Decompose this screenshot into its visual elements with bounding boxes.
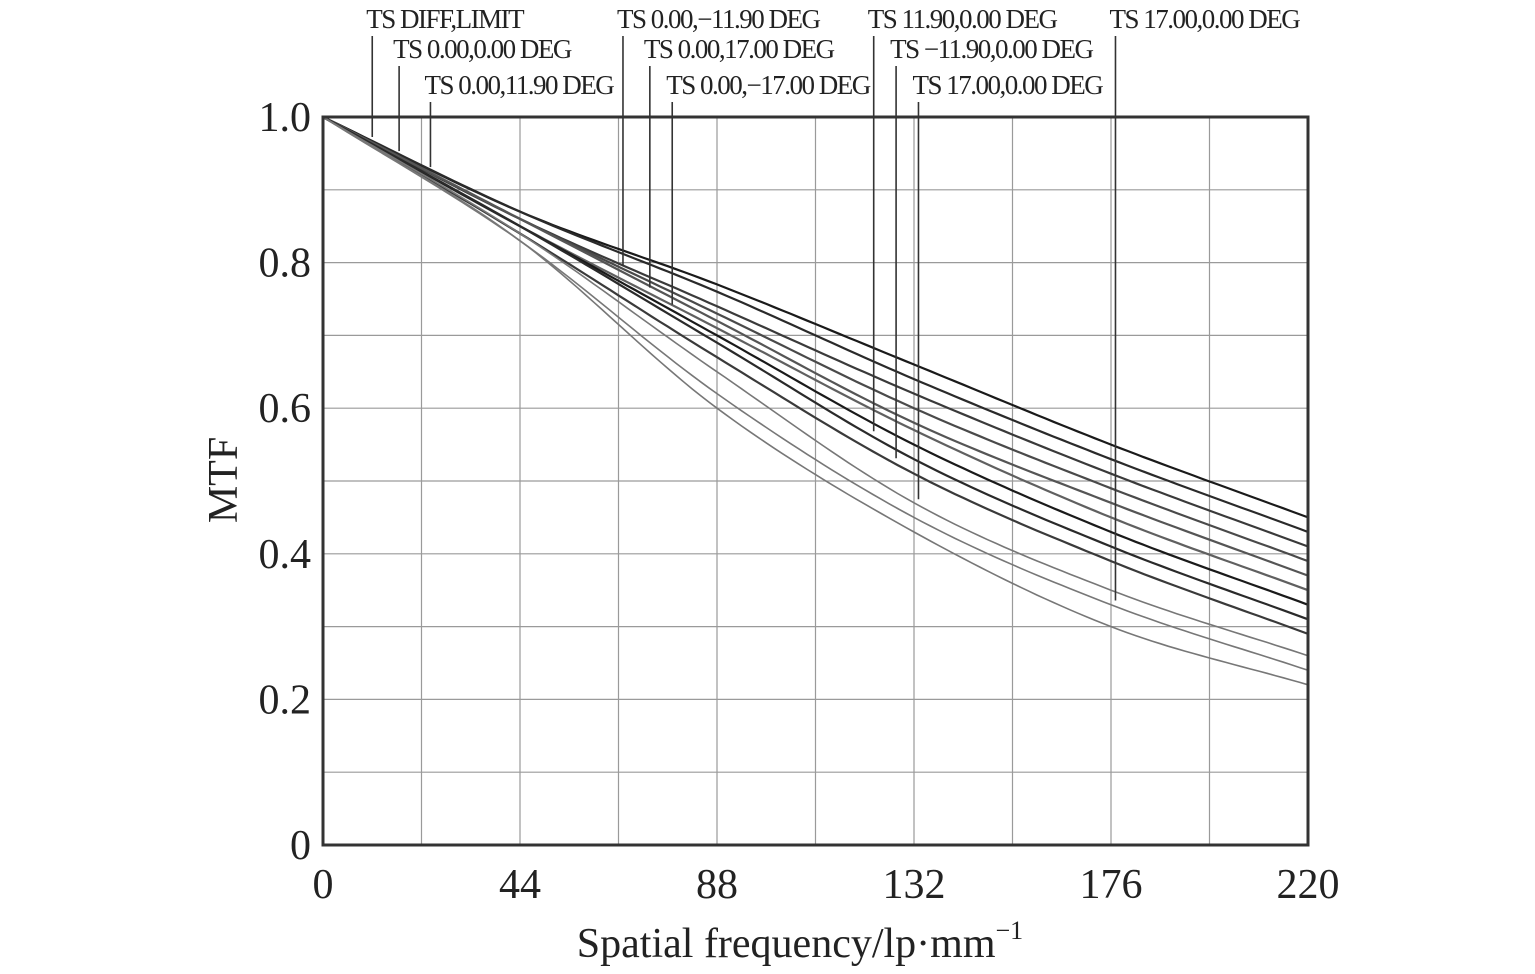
x-axis-title-superscript: −1	[996, 916, 1024, 945]
y-tick-label: 0.4	[259, 532, 312, 578]
x-axis-title-main: Spatial frequency/lp·mm	[577, 921, 996, 967]
series-label: TS 0.00,−17.00 DEG	[666, 70, 870, 100]
x-tick-labels: 0 44 88 132 176 220	[313, 862, 1340, 908]
y-tick-label: 0.8	[259, 241, 312, 287]
series-leader-lines	[371, 36, 1117, 601]
series-label: TS −11.90,0.00 DEG	[890, 34, 1093, 64]
series-label: TS 0.00,11.90 DEG	[424, 70, 614, 100]
series-lines	[322, 116, 1309, 686]
x-tick-label: 0	[313, 862, 334, 908]
x-tick-label: 132	[883, 862, 946, 908]
series-label: TS 17.00,0.00 DEG	[1109, 4, 1300, 34]
series-line	[322, 116, 1309, 534]
series-label: TS 0.00,−11.90 DEG	[617, 4, 820, 34]
y-tick-labels: 0 0.2 0.4 0.6 0.8 1.0	[259, 95, 312, 869]
y-axis-title: MTF	[201, 437, 247, 523]
x-tick-label: 220	[1277, 862, 1340, 908]
y-tick-label: 1.0	[259, 95, 312, 141]
x-axis-title: Spatial frequency/lp·mm−1	[577, 916, 1023, 967]
x-tick-label: 88	[696, 862, 738, 908]
y-tick-label: 0.6	[259, 386, 312, 432]
grid	[322, 116, 1309, 846]
plot-frame	[321, 115, 1310, 847]
series-label: TS 0.00,0.00 DEG	[393, 34, 572, 64]
x-tick-label: 44	[499, 862, 541, 908]
y-tick-label: 0	[290, 823, 311, 869]
series-line	[322, 116, 1309, 577]
series-label: TS 17.00,0.00 DEG	[912, 70, 1103, 100]
x-tick-label: 176	[1080, 862, 1143, 908]
series-line	[322, 116, 1309, 686]
y-tick-label: 0.2	[259, 677, 312, 723]
series-label: TS DIFF,LIMIT	[366, 4, 525, 34]
series-label: TS 0.00,17.00 DEG	[644, 34, 835, 64]
series-label: TS 11.90,0.00 DEG	[868, 4, 1058, 34]
series-line	[322, 116, 1309, 621]
series-line	[322, 116, 1309, 657]
